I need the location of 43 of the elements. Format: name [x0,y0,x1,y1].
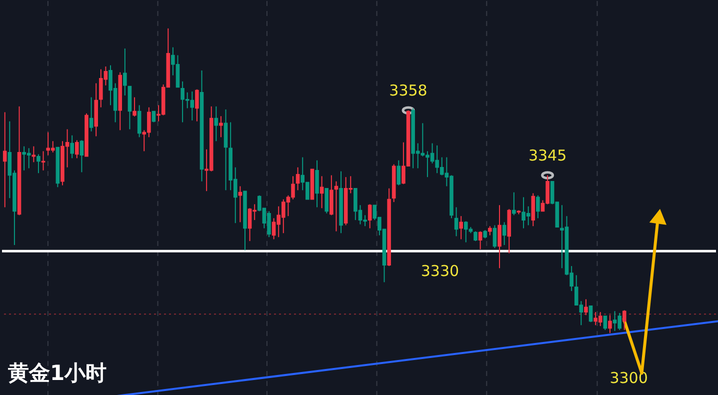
candlestick [603,316,608,331]
annotation: 3345 [528,146,567,164]
annotation: 3330 [420,262,460,280]
candlestick [474,230,478,242]
candlestick [315,160,319,208]
candlestick [70,134,74,159]
candlestick [219,116,223,138]
candlestick [502,222,506,246]
candlestick [396,160,401,186]
candlestick [622,310,626,331]
candlestick [454,206,458,237]
candlestick [488,226,492,236]
candlestick [89,96,94,132]
candlestick [36,154,40,174]
candlestick [512,192,516,216]
candlestick [2,112,7,208]
candlestick [41,150,46,171]
candlestick [32,146,36,163]
candlestick [608,314,612,334]
candlestick [498,204,502,269]
candlestick [588,305,593,323]
candlestick [214,106,218,142]
candlestick [80,140,84,173]
candlestick [132,96,136,117]
candlestick [152,110,156,123]
candlestick [320,176,324,209]
candlestick [123,48,127,96]
candlestick [531,192,536,227]
candlestick [74,140,79,159]
text: 黄金1小时 [7,361,107,385]
candlestick [478,230,482,250]
candlestick [195,88,199,122]
candlestick [368,204,372,229]
candlestick [536,194,540,219]
candlestick [324,188,329,214]
annotation: 3358 [389,81,428,100]
candlestick [584,298,588,316]
candlestick [492,224,497,249]
candlestick [137,104,142,138]
candlestick [296,166,300,191]
text: 3300 [610,369,648,388]
candlestick [459,216,463,240]
candlestick [238,186,242,223]
